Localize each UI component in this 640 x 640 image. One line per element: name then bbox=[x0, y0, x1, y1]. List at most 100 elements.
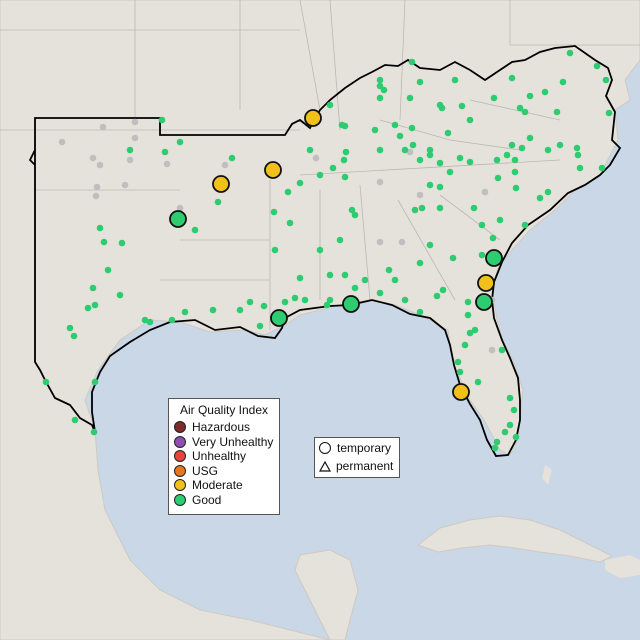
good-station-marker[interactable] bbox=[329, 164, 337, 172]
good-station-marker[interactable] bbox=[408, 124, 416, 132]
good-station-marker[interactable] bbox=[464, 298, 472, 306]
good-station-marker[interactable] bbox=[461, 341, 469, 349]
good-station-marker[interactable] bbox=[541, 88, 549, 96]
good-station-marker[interactable] bbox=[326, 101, 334, 109]
good-station-marker[interactable] bbox=[326, 271, 334, 279]
good-station-marker[interactable] bbox=[512, 184, 520, 192]
good-station-marker[interactable] bbox=[401, 146, 409, 154]
good-station-marker[interactable] bbox=[598, 164, 606, 172]
inactive-station-marker[interactable] bbox=[163, 160, 171, 168]
inactive-station-marker[interactable] bbox=[221, 161, 229, 169]
good-station-marker[interactable] bbox=[416, 259, 424, 267]
good-station-marker[interactable] bbox=[286, 219, 294, 227]
good-station-marker[interactable] bbox=[471, 326, 479, 334]
good-station-marker[interactable] bbox=[426, 181, 434, 189]
good-station-marker[interactable] bbox=[158, 116, 166, 124]
good-station-marker[interactable] bbox=[214, 198, 222, 206]
good-station-marker[interactable] bbox=[573, 144, 581, 152]
good-station-marker[interactable] bbox=[376, 94, 384, 102]
good-station-marker[interactable] bbox=[71, 416, 79, 424]
good-station-marker[interactable] bbox=[306, 146, 314, 154]
good-station-marker-large[interactable] bbox=[270, 309, 288, 327]
good-station-marker[interactable] bbox=[426, 146, 434, 154]
good-station-marker[interactable] bbox=[418, 204, 426, 212]
good-station-marker[interactable] bbox=[544, 188, 552, 196]
good-station-marker[interactable] bbox=[493, 438, 501, 446]
good-station-marker[interactable] bbox=[416, 156, 424, 164]
good-station-marker[interactable] bbox=[521, 108, 529, 116]
good-station-marker[interactable] bbox=[385, 266, 393, 274]
good-station-marker[interactable] bbox=[91, 378, 99, 386]
inactive-station-marker[interactable] bbox=[121, 181, 129, 189]
good-station-marker[interactable] bbox=[501, 428, 509, 436]
good-station-marker[interactable] bbox=[602, 76, 610, 84]
good-station-marker[interactable] bbox=[516, 104, 524, 112]
good-station-marker[interactable] bbox=[376, 146, 384, 154]
good-station-marker[interactable] bbox=[518, 144, 526, 152]
inactive-station-marker[interactable] bbox=[131, 134, 139, 142]
good-station-marker[interactable] bbox=[91, 301, 99, 309]
good-station-marker[interactable] bbox=[456, 154, 464, 162]
moderate-station-marker[interactable] bbox=[477, 274, 495, 292]
good-station-marker[interactable] bbox=[271, 246, 279, 254]
good-station-marker[interactable] bbox=[439, 286, 447, 294]
good-station-marker[interactable] bbox=[316, 171, 324, 179]
good-station-marker[interactable] bbox=[559, 78, 567, 86]
good-station-marker[interactable] bbox=[340, 156, 348, 164]
good-station-marker[interactable] bbox=[498, 346, 506, 354]
good-station-marker[interactable] bbox=[489, 234, 497, 242]
good-station-marker[interactable] bbox=[401, 296, 409, 304]
good-station-marker[interactable] bbox=[426, 151, 434, 159]
good-station-marker-large[interactable] bbox=[475, 293, 493, 311]
good-station-marker[interactable] bbox=[376, 82, 384, 90]
good-station-marker[interactable] bbox=[228, 154, 236, 162]
good-station-marker[interactable] bbox=[526, 92, 534, 100]
good-station-marker[interactable] bbox=[553, 108, 561, 116]
good-station-marker[interactable] bbox=[342, 148, 350, 156]
good-station-marker[interactable] bbox=[341, 271, 349, 279]
good-station-marker[interactable] bbox=[503, 151, 511, 159]
good-station-marker[interactable] bbox=[336, 236, 344, 244]
good-station-marker-large[interactable] bbox=[485, 249, 503, 267]
good-station-marker[interactable] bbox=[521, 221, 529, 229]
moderate-station-marker[interactable] bbox=[452, 383, 470, 401]
good-station-marker[interactable] bbox=[508, 141, 516, 149]
good-station-marker[interactable] bbox=[491, 444, 499, 452]
good-station-marker[interactable] bbox=[544, 146, 552, 154]
good-station-marker[interactable] bbox=[316, 246, 324, 254]
good-station-marker[interactable] bbox=[351, 211, 359, 219]
good-station-marker[interactable] bbox=[574, 151, 582, 159]
good-station-marker[interactable] bbox=[466, 158, 474, 166]
good-station-marker[interactable] bbox=[104, 266, 112, 274]
good-station-marker[interactable] bbox=[451, 76, 459, 84]
moderate-station-marker[interactable] bbox=[212, 175, 230, 193]
good-station-marker[interactable] bbox=[260, 302, 268, 310]
good-station-marker[interactable] bbox=[508, 74, 516, 82]
good-station-marker[interactable] bbox=[456, 368, 464, 376]
good-station-marker[interactable] bbox=[361, 276, 369, 284]
good-station-marker[interactable] bbox=[348, 206, 356, 214]
good-station-marker[interactable] bbox=[341, 173, 349, 181]
good-station-marker[interactable] bbox=[84, 304, 92, 312]
good-station-marker[interactable] bbox=[391, 276, 399, 284]
good-station-marker[interactable] bbox=[411, 206, 419, 214]
good-station-marker[interactable] bbox=[89, 284, 97, 292]
good-station-marker[interactable] bbox=[301, 296, 309, 304]
good-station-marker[interactable] bbox=[536, 194, 544, 202]
good-station-marker[interactable] bbox=[161, 148, 169, 156]
inactive-station-marker[interactable] bbox=[481, 188, 489, 196]
inactive-station-marker[interactable] bbox=[58, 138, 66, 146]
inactive-station-marker[interactable] bbox=[96, 161, 104, 169]
good-station-marker[interactable] bbox=[376, 76, 384, 84]
good-station-marker[interactable] bbox=[409, 141, 417, 149]
good-station-marker[interactable] bbox=[236, 306, 244, 314]
good-station-marker[interactable] bbox=[490, 94, 498, 102]
good-station-marker[interactable] bbox=[391, 121, 399, 129]
good-station-marker[interactable] bbox=[470, 204, 478, 212]
good-station-marker[interactable] bbox=[466, 329, 474, 337]
inactive-station-marker[interactable] bbox=[376, 238, 384, 246]
good-station-marker[interactable] bbox=[449, 254, 457, 262]
inactive-station-marker[interactable] bbox=[93, 183, 101, 191]
moderate-station-marker[interactable] bbox=[264, 161, 282, 179]
good-station-marker[interactable] bbox=[351, 284, 359, 292]
